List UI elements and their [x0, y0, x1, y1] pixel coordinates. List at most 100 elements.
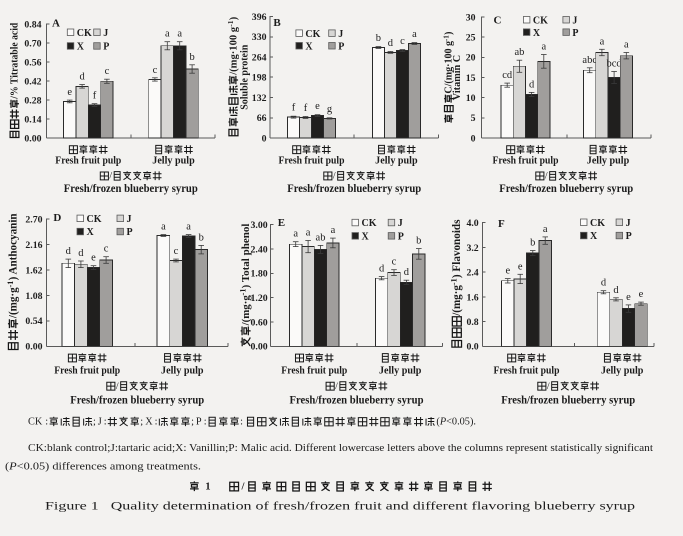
- svg-text::: :: [155, 417, 158, 428]
- svg-text:0.84: 0.84: [24, 20, 41, 31]
- svg-text:/(mg·g: /(mg·g: [240, 295, 252, 327]
- svg-text:Fresh/frozen blueberry syrup: Fresh/frozen blueberry syrup: [70, 394, 204, 406]
- svg-text:Fresh/frozen blueberry syrup: Fresh/frozen blueberry syrup: [501, 394, 635, 406]
- svg-text:132: 132: [252, 93, 267, 104]
- svg-text:J: J: [103, 28, 108, 39]
- svg-text:a: a: [165, 29, 170, 40]
- svg-text:c: c: [153, 65, 158, 76]
- svg-text:Jelly pulp: Jelly pulp: [375, 156, 418, 167]
- svg-text:0.8: 0.8: [466, 317, 478, 328]
- svg-text:(P<0.05).: (P<0.05).: [436, 417, 476, 428]
- svg-text:396: 396: [252, 12, 267, 23]
- svg-text:Fresh/frozen blueberry syrup: Fresh/frozen blueberry syrup: [64, 183, 198, 195]
- svg-text:2.16: 2.16: [25, 240, 42, 251]
- svg-text:0.70: 0.70: [24, 39, 41, 50]
- svg-text:J: J: [98, 417, 102, 428]
- svg-text:f: f: [304, 103, 308, 114]
- svg-text:cd: cd: [502, 70, 513, 81]
- svg-text:Fresh fruit pulp: Fresh fruit pulp: [54, 366, 120, 377]
- svg-text:20: 20: [466, 53, 476, 64]
- svg-text:0.00: 0.00: [251, 342, 268, 353]
- svg-text:-1: -1: [449, 278, 458, 285]
- svg-text:a: a: [543, 224, 548, 235]
- svg-text:1: 1: [205, 481, 210, 493]
- svg-text:a: a: [624, 40, 629, 51]
- svg-text:2.40: 2.40: [251, 244, 268, 255]
- svg-text:c: c: [104, 244, 109, 255]
- svg-text:/(mg·g: /(mg·g: [8, 287, 20, 319]
- svg-text:CK: CK: [87, 214, 102, 225]
- svg-text:P: P: [626, 231, 632, 242]
- svg-text::: :: [204, 417, 207, 428]
- svg-text:c: c: [400, 36, 405, 47]
- svg-text:-1: -1: [6, 281, 15, 288]
- svg-text:CK: CK: [305, 29, 320, 40]
- svg-text:25: 25: [466, 33, 476, 44]
- svg-text:/: /: [333, 171, 336, 182]
- svg-text:3.2: 3.2: [466, 243, 478, 254]
- svg-text:Jelly pulp: Jelly pulp: [379, 366, 422, 377]
- svg-text:1.6: 1.6: [466, 292, 478, 303]
- svg-text:0: 0: [262, 133, 267, 144]
- svg-text:CK: CK: [362, 218, 377, 229]
- svg-text:d: d: [66, 246, 72, 257]
- svg-text:a: a: [541, 42, 546, 53]
- svg-text:P: P: [196, 417, 202, 428]
- svg-text:e: e: [639, 289, 644, 300]
- svg-text:Jelly pulp: Jelly pulp: [152, 156, 195, 167]
- svg-text:;: ;: [93, 417, 96, 428]
- svg-text:b: b: [189, 52, 194, 63]
- svg-text:J: J: [572, 15, 577, 26]
- svg-text:0.56: 0.56: [24, 58, 41, 69]
- svg-text:e: e: [518, 261, 523, 272]
- svg-text:CK: CK: [590, 218, 605, 229]
- svg-text:b: b: [376, 33, 381, 44]
- svg-text:10: 10: [466, 93, 476, 104]
- svg-text:P: P: [398, 232, 404, 243]
- svg-text:Fresh fruit pulp: Fresh fruit pulp: [279, 156, 345, 167]
- svg-text:d: d: [613, 285, 619, 296]
- svg-text:Jelly pulp: Jelly pulp: [161, 366, 204, 377]
- svg-text:J: J: [626, 218, 631, 229]
- svg-text:1.08: 1.08: [25, 291, 42, 302]
- svg-text:/(mg·100 g: /(mg·100 g: [229, 26, 240, 76]
- svg-text:b: b: [199, 232, 204, 243]
- svg-text:15: 15: [466, 73, 476, 84]
- svg-text:): ): [444, 31, 455, 34]
- svg-text:/: /: [545, 171, 548, 182]
- svg-text:X: X: [145, 417, 153, 428]
- svg-text:X: X: [533, 28, 541, 39]
- svg-text:0.28: 0.28: [24, 96, 41, 107]
- svg-text:X: X: [590, 231, 598, 242]
- svg-text:/: /: [241, 481, 246, 493]
- svg-text:Fresh/frozen blueberry syrup: Fresh/frozen blueberry syrup: [290, 394, 424, 406]
- svg-text:Fresh fruit pulp: Fresh fruit pulp: [281, 366, 347, 377]
- svg-text:Fresh/frozen blueberry syrup: Fresh/frozen blueberry syrup: [287, 183, 421, 195]
- svg-text:e: e: [626, 292, 631, 303]
- svg-text:-1: -1: [442, 35, 450, 41]
- svg-text:1.80: 1.80: [251, 269, 268, 280]
- svg-text:X: X: [77, 42, 85, 53]
- svg-text:/: /: [109, 171, 112, 182]
- svg-text:d: d: [404, 267, 410, 278]
- svg-text:1.20: 1.20: [251, 293, 268, 304]
- svg-text:J: J: [338, 29, 343, 40]
- svg-text:66: 66: [257, 113, 267, 124]
- svg-text:f: f: [292, 103, 296, 114]
- svg-text:0: 0: [471, 133, 476, 144]
- svg-text:a: a: [177, 29, 182, 40]
- svg-text:;: ;: [191, 417, 194, 428]
- svg-text:C/(mg·100 g: C/(mg·100 g: [444, 41, 455, 94]
- svg-text:(P<0.05) differences among tre: (P<0.05) differences among treatments.: [5, 461, 201, 472]
- svg-text::: :: [45, 417, 48, 428]
- svg-text:) Flavonoids: ) Flavonoids: [451, 219, 463, 278]
- svg-text:) Total phenol: ) Total phenol: [240, 224, 252, 289]
- svg-text:2.70: 2.70: [25, 214, 42, 225]
- svg-text:a: a: [306, 228, 311, 239]
- svg-text:Fresh fruit pulp: Fresh fruit pulp: [493, 156, 559, 167]
- svg-text:P: P: [103, 42, 109, 53]
- svg-text:d: d: [79, 72, 85, 83]
- svg-text:a: a: [412, 29, 417, 40]
- svg-text:e: e: [315, 101, 320, 112]
- svg-text:) Anthocyanin: ) Anthocyanin: [8, 213, 20, 281]
